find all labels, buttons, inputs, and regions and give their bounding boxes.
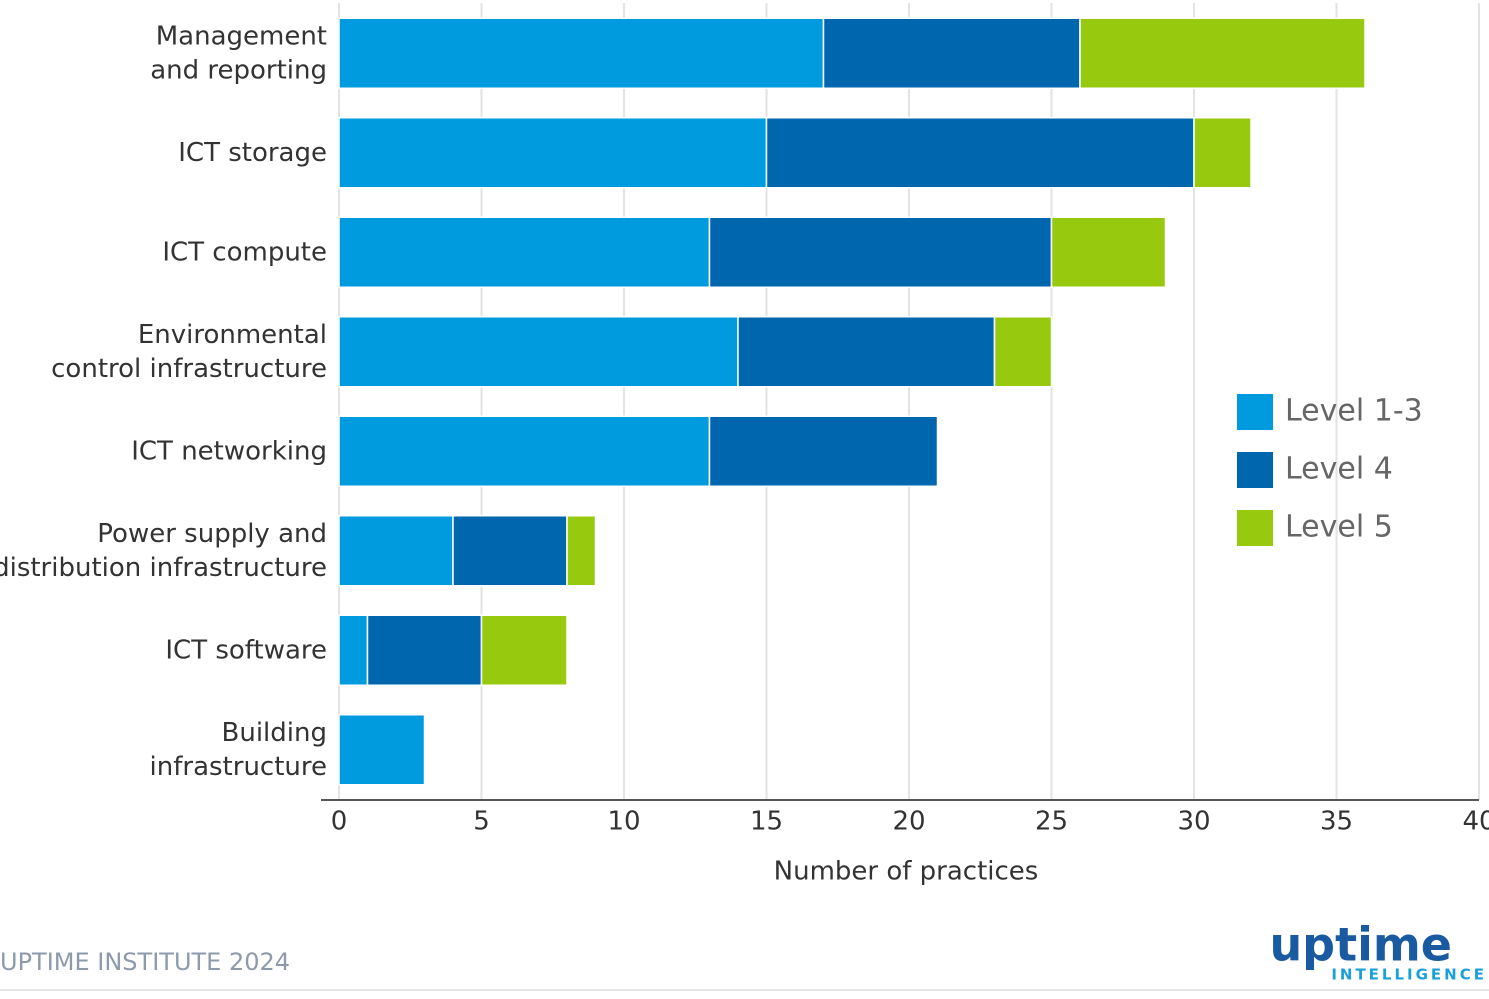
x-tick-label: 0 [331,807,348,837]
bar-segment [708,415,939,487]
bar-segment [1079,17,1366,89]
bar-segment [737,316,996,388]
bar-segment [338,17,825,89]
bar-segment [708,216,1053,288]
x-tick-label: 10 [607,807,640,837]
bar-segment [338,316,739,388]
bar-segment [338,216,711,288]
bar-segment [338,714,426,786]
x-tick-label: 15 [750,807,783,837]
legend-swatch [1237,452,1273,488]
bar-segment [338,415,711,487]
source: UPTIME INSTITUTE 2024 [0,948,290,976]
x-tick-label: 20 [892,807,925,837]
bar-segment [822,17,1081,89]
logo: uptime [1269,918,1452,972]
bar-segment [480,614,568,686]
bar-segment [366,614,483,686]
x-tick-label: 25 [1035,807,1068,837]
y-tick-label: Building infrastructure [150,717,327,781]
bar-segment [1193,117,1252,189]
bar-segment [338,117,768,189]
x-axis-label: Number of practices [774,857,1039,887]
y-tick-label: ICT compute [162,237,327,267]
bar-segment [993,316,1053,388]
x-tick-label: 35 [1320,807,1353,837]
logo-tagline: INTELLIGENCE [1331,966,1487,984]
legend-swatch [1237,394,1273,430]
y-tick-label: Management and reporting [150,21,327,85]
y-tick-label: ICT software [165,635,327,665]
y-tick-label: Environmental control infrastructure [51,319,327,383]
y-tick-label: ICT storage [178,137,327,167]
x-tick-label: 5 [473,807,490,837]
legend-label: Level 5 [1285,510,1393,545]
bar-segment [765,117,1195,189]
bar-segment [1050,216,1167,288]
y-tick-label: ICT networking [131,436,327,466]
bar-segment [566,515,597,587]
y-tick-label: Power supply and distribution infrastruct… [0,518,327,582]
bar-segment [338,515,454,587]
x-tick-label: 30 [1177,807,1210,837]
x-tick-label: 40 [1462,807,1489,837]
legend-label: Level 1-3 [1285,394,1423,429]
bar-segment [338,614,369,686]
legend-label: Level 4 [1285,452,1393,487]
bar-segment [452,515,568,587]
legend-swatch [1237,510,1273,546]
